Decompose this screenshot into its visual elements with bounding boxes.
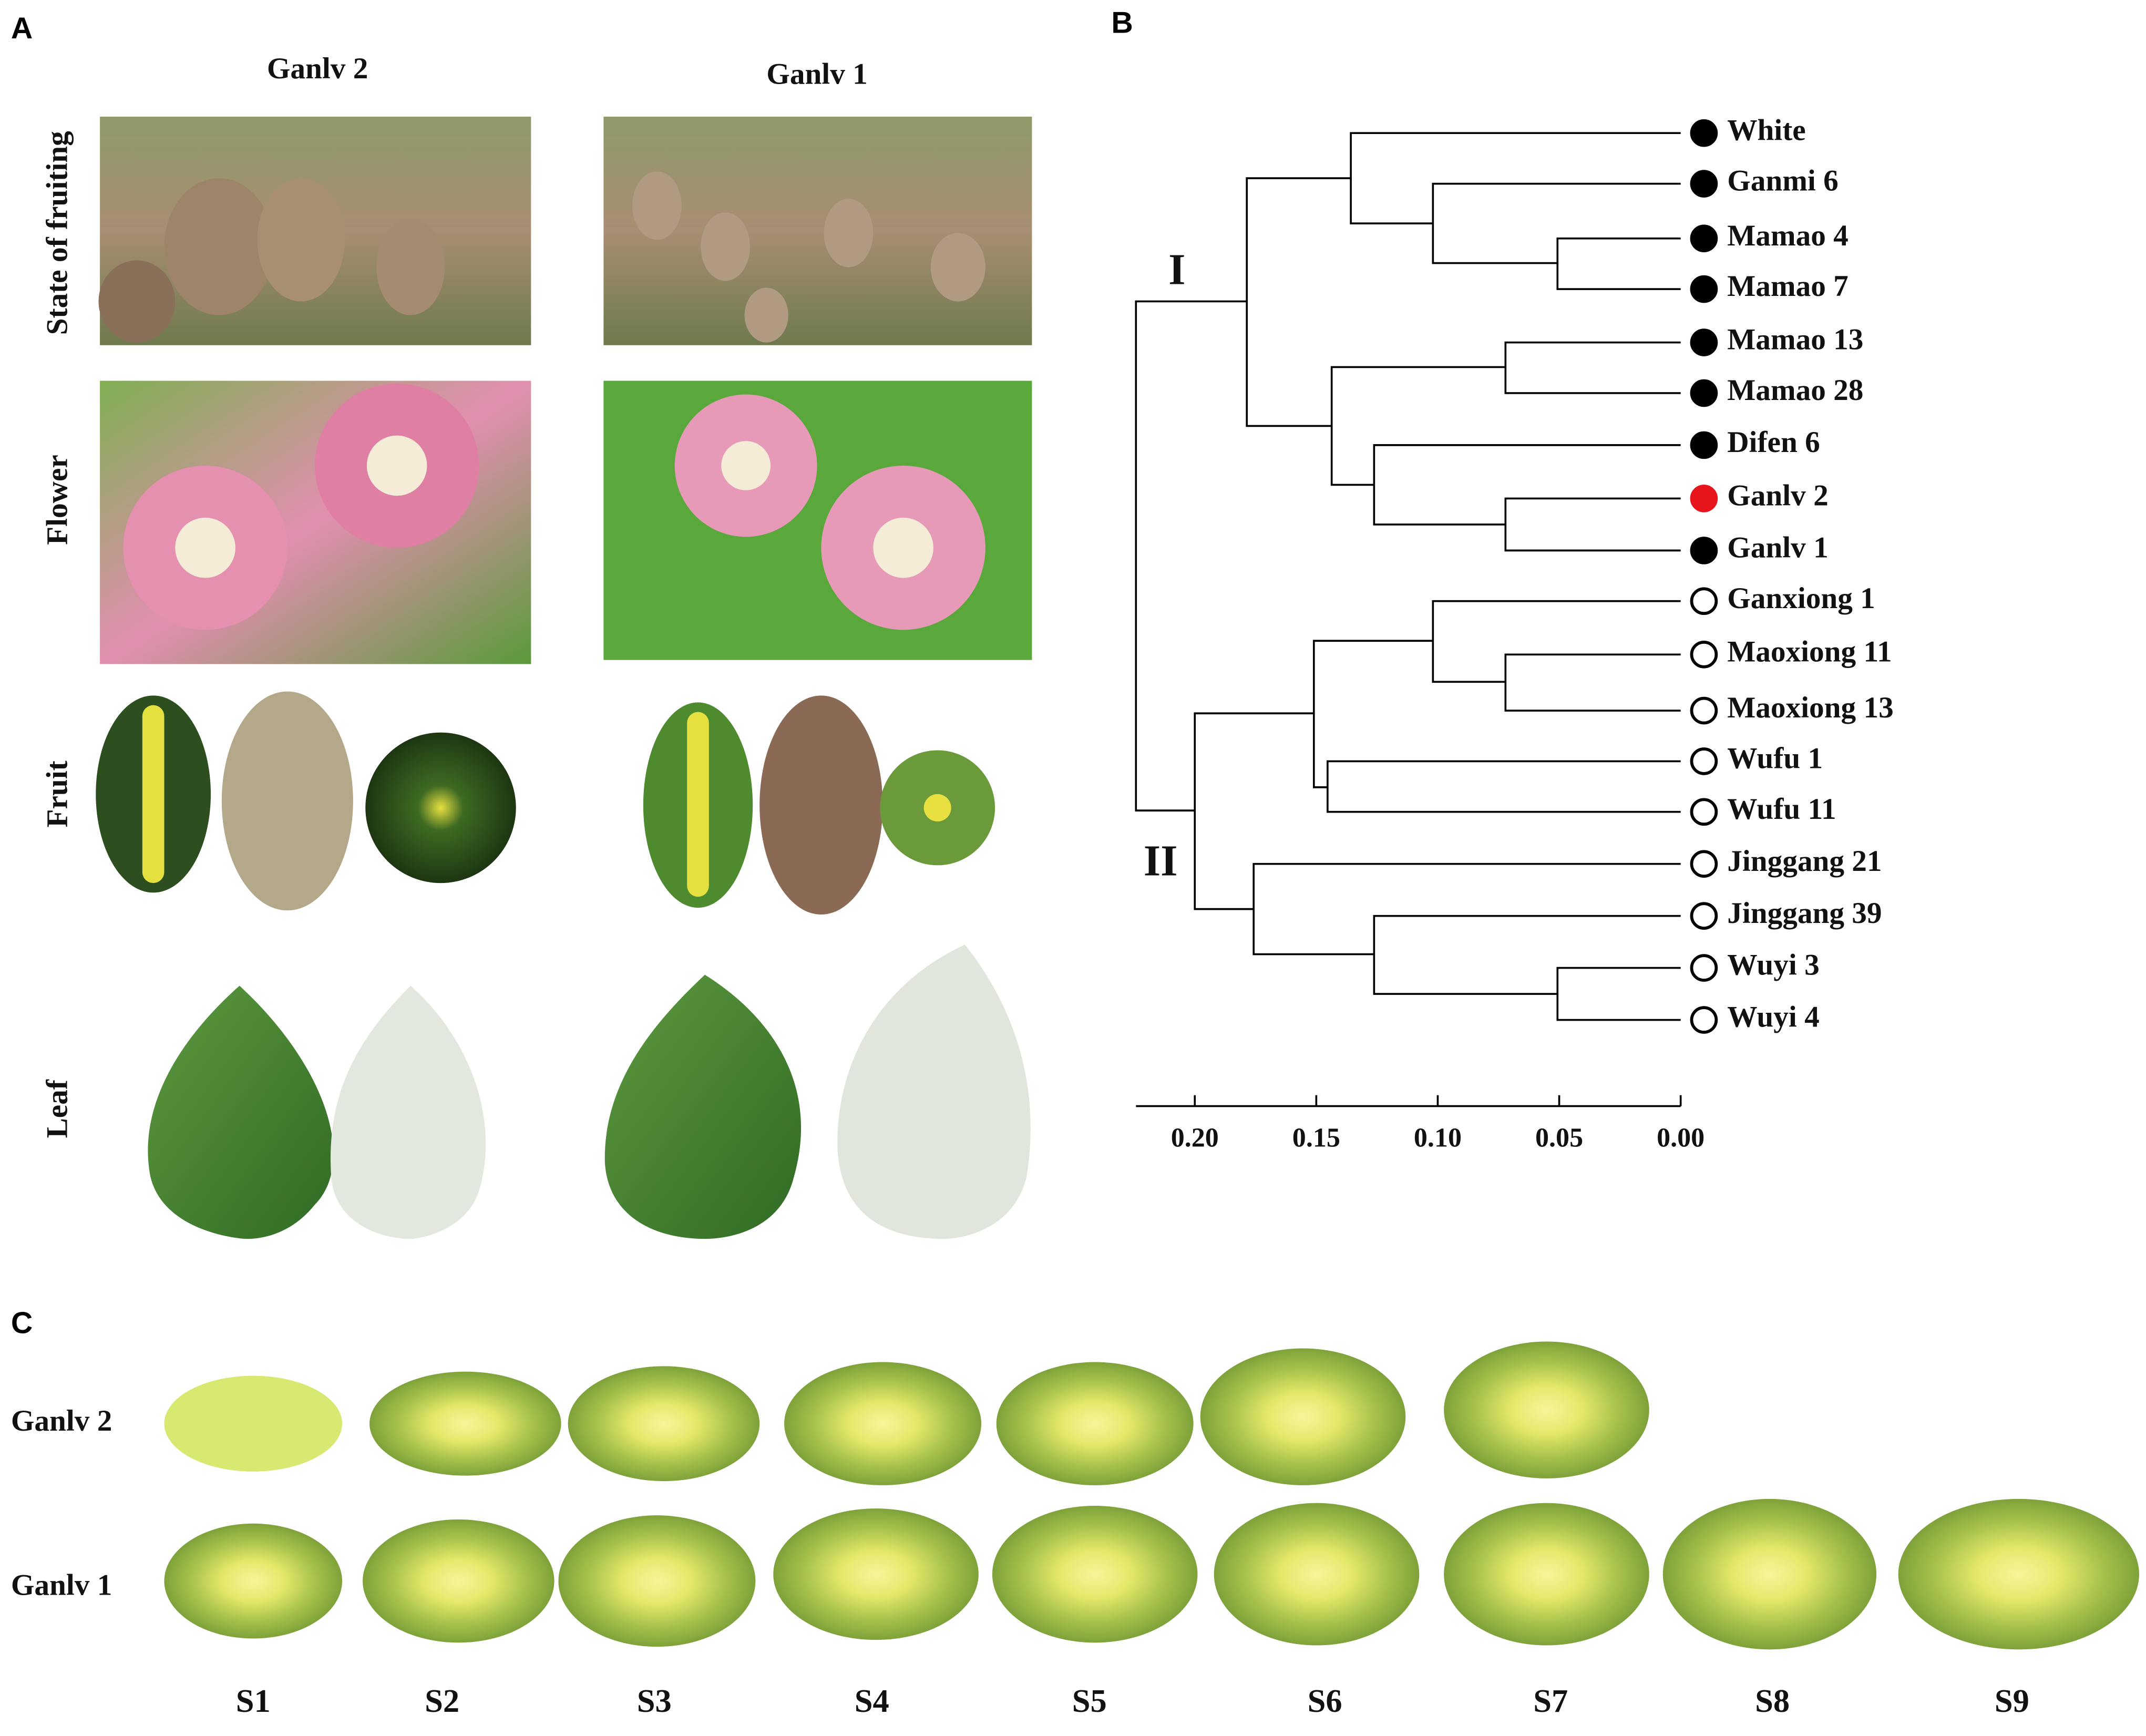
leaf-marker [1690,119,1718,147]
cluster-label: I [1168,246,1185,294]
dendrogram [1135,132,1681,1021]
column-label: Ganlv 2 [267,52,368,85]
row-label: Flower [41,455,74,545]
tick-label: 0.20 [1171,1123,1219,1153]
leaf-label: Difen 6 [1727,426,1820,459]
stage-label: S6 [1308,1682,1342,1719]
leaf-marker [1690,328,1718,356]
row-label: Ganlv 1 [11,1568,112,1601]
leaf-marker [1690,537,1718,564]
leaf-label: Wufu 1 [1727,742,1823,775]
leaf-label: Ganlv 1 [1727,531,1829,564]
stage-label: S8 [1755,1682,1790,1719]
leaf-marker [1690,485,1718,512]
row-label: Leaf [41,1079,74,1138]
stage-label: S7 [1533,1682,1568,1719]
row-label: State of fruiting [41,131,74,335]
photo-leaf [148,944,1031,1239]
leaf-label: Jinggang 21 [1727,845,1882,878]
leaf-marker [1690,587,1718,615]
leaf-marker [1690,224,1718,252]
leaf-label: Wuyi 4 [1727,1001,1820,1034]
photo-fruit [96,691,995,915]
panel-label: A [11,12,33,45]
panel-label: B [1111,6,1133,40]
leaf-label: Mamao 4 [1727,219,1849,252]
leaf-label: Wuyi 3 [1727,949,1820,982]
tick-label: 0.10 [1414,1123,1462,1153]
leaf-marker [1690,640,1718,669]
leaf-marker [1690,747,1718,775]
tick-label: 0.05 [1535,1123,1583,1153]
row-label: Ganlv 2 [11,1404,112,1437]
fruit-slices [164,1341,2139,1650]
tick-label: 0.00 [1657,1123,1705,1153]
cluster-label: II [1144,837,1178,885]
stage-label: S1 [236,1682,271,1719]
leaf-label: Jinggang 39 [1727,897,1882,930]
stage-label: S5 [1072,1682,1107,1719]
row-label: Fruit [41,761,74,827]
leaf-marker [1690,696,1718,725]
tick-label: 0.15 [1292,1123,1340,1153]
leaf-marker [1690,275,1718,303]
leaf-marker [1690,798,1718,826]
leaf-label: Mamao 13 [1727,323,1863,356]
leaf-label: Mamao 7 [1727,270,1849,303]
leaf-label: Mamao 28 [1727,374,1863,407]
leaf-marker [1690,431,1718,459]
leaf-label: Wufu 11 [1727,793,1836,826]
stage-label: S3 [637,1682,672,1719]
leaf-marker [1690,850,1718,878]
leaf-marker [1690,170,1718,198]
panel-label: C [11,1306,33,1340]
leaf-label: Ganlv 2 [1727,479,1829,512]
leaf-label: Ganxiong 1 [1727,582,1875,615]
stage-label: S4 [855,1682,889,1719]
photo-flower [100,381,1032,664]
leaf-marker [1690,1006,1718,1034]
stage-label: S9 [1995,1682,2029,1719]
leaf-label: Ganmi 6 [1727,165,1839,198]
column-label: Ganlv 1 [766,58,868,91]
leaf-marker [1690,902,1718,930]
leaf-label: White [1727,114,1806,147]
leaf-marker [1690,954,1718,982]
leaf-marker [1690,379,1718,407]
leaf-label: Maoxiong 13 [1727,691,1894,724]
stage-label: S2 [425,1682,459,1719]
photo-fruiting [98,116,1032,345]
leaf-label: Maoxiong 11 [1727,635,1892,668]
